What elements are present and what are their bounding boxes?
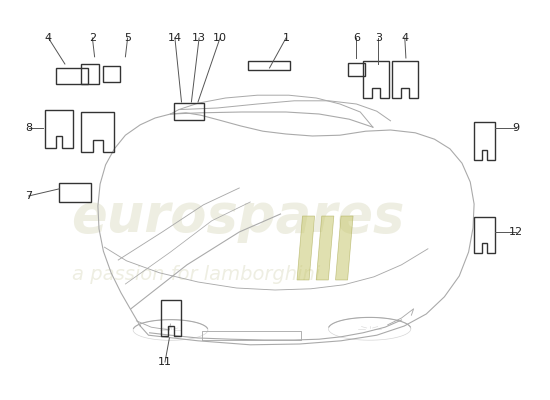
Text: 11: 11 <box>158 357 172 367</box>
Text: 4: 4 <box>402 33 408 43</box>
Bar <box>81 64 99 84</box>
Text: a passion for lamborghini: a passion for lamborghini <box>72 265 320 284</box>
Bar <box>103 66 120 82</box>
Text: 4: 4 <box>45 33 52 43</box>
Polygon shape <box>297 216 315 280</box>
Text: 8: 8 <box>25 123 32 133</box>
Text: 12: 12 <box>509 227 523 237</box>
Bar <box>348 63 365 76</box>
Bar <box>59 183 91 202</box>
Text: 3: 3 <box>375 33 382 43</box>
Bar <box>248 61 290 70</box>
Text: 14: 14 <box>168 33 182 43</box>
Bar <box>56 68 88 84</box>
Polygon shape <box>336 216 353 280</box>
Text: 2: 2 <box>89 33 96 43</box>
Text: 10: 10 <box>213 33 227 43</box>
Text: 13: 13 <box>192 33 206 43</box>
Polygon shape <box>316 216 334 280</box>
Text: 9: 9 <box>513 123 519 133</box>
Text: eurospares: eurospares <box>72 191 405 243</box>
Text: 5: 5 <box>124 33 131 43</box>
Text: 1: 1 <box>283 33 289 43</box>
Bar <box>174 103 204 120</box>
Text: 6: 6 <box>353 33 360 43</box>
Text: 7: 7 <box>25 191 32 201</box>
